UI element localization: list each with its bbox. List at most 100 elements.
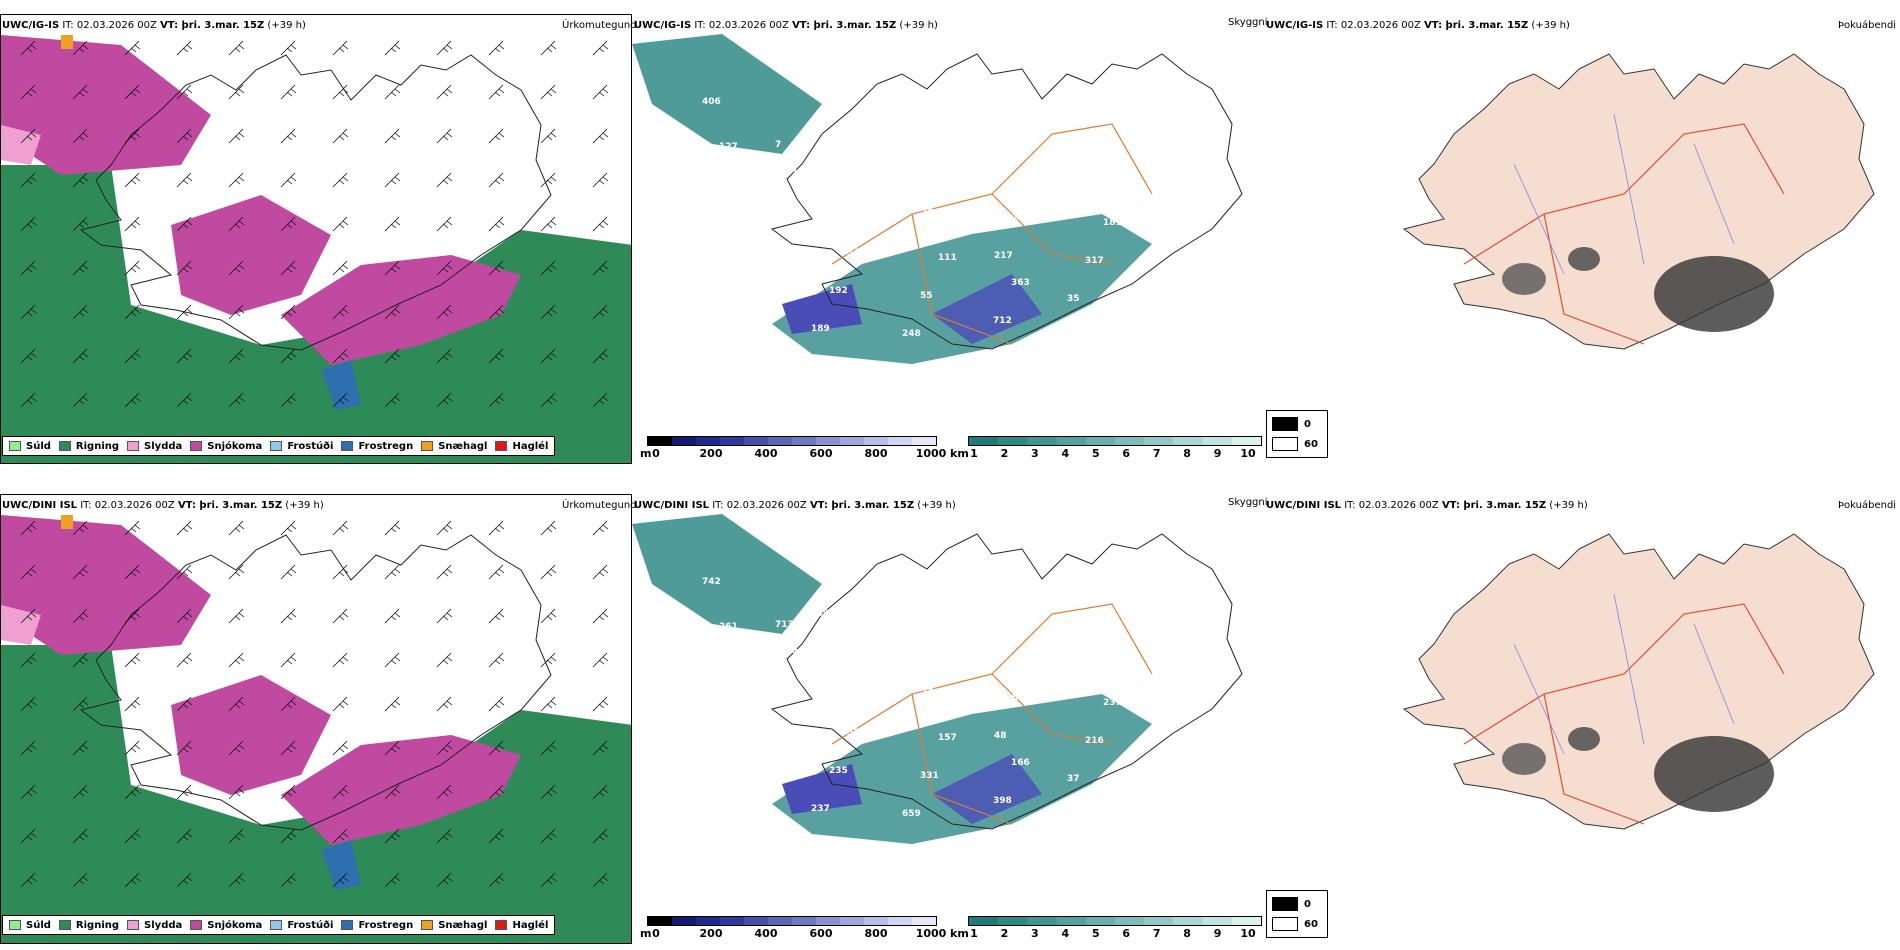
cloud-base-label: 76 [921,208,934,218]
colorbar-segment [1056,917,1086,925]
colorbar-segment [1202,437,1232,445]
wind-barb [176,260,193,276]
colorbar-segment [696,437,720,445]
wind-barb [384,172,401,188]
valid-time: VT: þri. 3.mar. 15Z [177,500,283,511]
cloud-base-label: 398 [993,796,1012,806]
legend-entry: Haglél [495,920,548,931]
wind-barb [176,84,193,100]
wind-barb [176,348,193,364]
legend-label: Frostúði [287,440,334,452]
precip-header-bottom: UWC/DINI ISL IT: 02.03.2026 00Z VT: þri.… [2,500,324,512]
cloud-base-label: 237 [811,804,830,814]
colorbar-tick: 1 [970,927,978,940]
fog-legend-swatch [1272,437,1298,451]
colorbar-segment [1056,437,1086,445]
wind-barb [72,348,89,364]
cloud-base-label: 116 [756,723,775,733]
wind-barb [384,696,401,712]
snow-region [171,195,331,315]
cloud-base-label: 712 [993,316,1012,326]
cloud-base-label: 37 [1067,774,1080,784]
legend-swatch [495,920,508,930]
colorbar-segment [969,437,999,445]
model-name: UWC/DINI ISL [634,500,710,511]
colorbar-segment [648,437,672,445]
cloud-base-label: 63 [1012,693,1025,703]
wind-barb [436,740,453,756]
legend-swatch [58,441,71,451]
coastline [79,54,552,351]
cloud-base-label: 174 [884,847,903,857]
wind-barb [488,40,505,56]
wind-barb [592,740,609,756]
wind-barb [72,84,89,100]
cloud-base-label: 11 [1066,839,1079,849]
fog-legend-label: 60 [1304,918,1318,930]
colorbar-segment [1115,437,1145,445]
run-time: IT: 02.03.2026 00Z [1344,500,1439,511]
snow-region [281,255,521,365]
wind-barb [592,520,609,536]
lead-time: (+39 h) [1549,500,1588,511]
colorbar-segment [1085,437,1116,445]
wind-barb [124,652,141,668]
cloud-base-label: 48 [994,731,1007,741]
fog-legend-entry: 60 [1272,437,1318,451]
colorbar-tick: 7 [1152,927,1161,940]
wind-barb [592,304,609,320]
wind-barb [488,128,505,144]
colorbar-segment [998,437,1028,445]
legend-swatch [421,441,434,451]
colorbar-segment [912,437,936,445]
cloud-base-label: 324 [939,650,958,660]
legend-swatch [270,441,283,451]
valid-time: VT: þri. 3.mar. 15Z [1441,500,1547,511]
wind-barb [592,784,609,800]
wind-barb [384,348,401,364]
wind-barb [228,216,245,232]
colorbar-tick: 8 [1183,447,1191,460]
colorbar-tick: 3 [1031,927,1039,940]
colorbar-tick: 9 [1213,447,1222,460]
legend-entry: Slydda [127,441,182,452]
legend-label: Snjókoma [207,440,263,452]
wind-barb [436,348,453,364]
wind-barb [384,740,401,756]
wind-barb [280,172,297,188]
cloud-base-label: 35 [1067,294,1080,304]
colorbar-segment [768,917,792,925]
cloud-base-label: 157 [938,733,957,743]
cloud-base-label: 288 [865,690,884,700]
wind-barb [332,172,349,188]
colorbar-segment [998,917,1028,925]
cloud-base-label: 305 [756,243,775,253]
legend-entry: Snjókoma [190,441,262,452]
wind-barb [540,40,557,56]
wind-barb [436,608,453,624]
height-colorbar-top [647,436,937,446]
colorbar-tick: 200 [699,447,723,460]
colorbar-tick: 1000 [915,447,947,460]
wind-barb [228,740,245,756]
wind-barb [540,828,557,844]
colorbar-tick: 6 [1122,447,1131,460]
wind-barb [436,696,453,712]
colorbar-segment [744,917,768,925]
colorbar-tick: 10 [1240,927,1256,940]
cloud-base-label: 331 [920,771,939,781]
fog-header-bottom: UWC/DINI ISL IT: 02.03.2026 00Z VT: þri.… [1266,500,1588,512]
cloud-base-label: 883 [848,663,867,673]
cloud-base-label: 19 [792,167,805,177]
wind-barb [384,392,401,408]
wind-barb [436,260,453,276]
colorbar-segment [768,437,792,445]
wind-barb [488,784,505,800]
colorbar-segment [840,437,864,445]
legend-swatch [9,441,21,451]
wind-barb [332,696,349,712]
legend-label: Rigning [75,440,120,452]
wind-barb [176,520,193,536]
colorbar-segment [1027,917,1057,925]
legend-swatch [341,920,354,930]
